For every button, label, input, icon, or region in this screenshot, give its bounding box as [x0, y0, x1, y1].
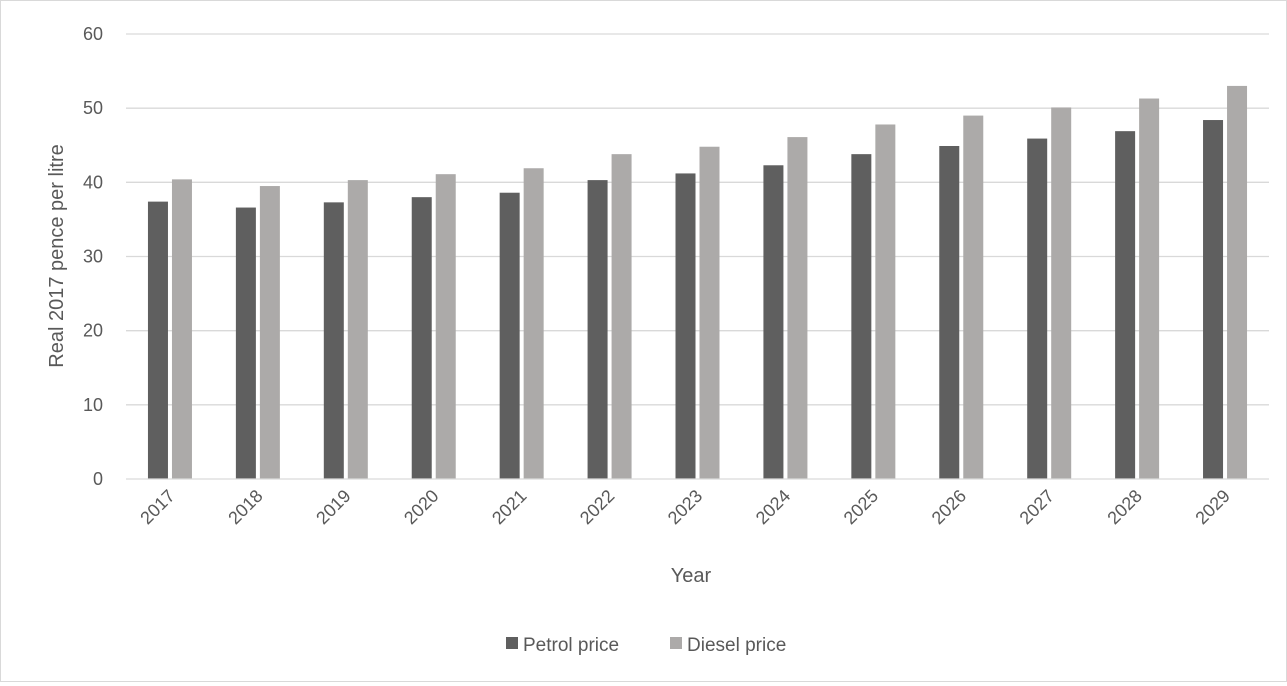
y-tick-label: 40 [83, 172, 103, 192]
bar-diesel-price [963, 115, 984, 479]
y-tick-label: 60 [83, 24, 103, 44]
bar-petrol-price [851, 154, 872, 479]
x-tick-label: 2020 [400, 486, 442, 528]
x-tick-label: 2024 [752, 486, 794, 528]
x-tick-label: 2028 [1103, 486, 1145, 528]
bar-petrol-price [587, 180, 608, 479]
y-tick-label: 30 [83, 247, 103, 267]
bar-petrol-price [411, 197, 432, 479]
bar-petrol-price [323, 202, 344, 479]
bar-diesel-price [171, 179, 192, 479]
legend-swatch [506, 637, 518, 649]
legend-swatch [670, 637, 682, 649]
y-axis-title: Real 2017 pence per litre [46, 144, 68, 367]
bar-petrol-price [147, 201, 168, 479]
y-tick-label: 0 [93, 469, 103, 489]
bar-diesel-price [435, 174, 456, 480]
bar-diesel-price [259, 186, 280, 479]
x-tick-label: 2029 [1191, 486, 1233, 528]
bar-petrol-price [939, 145, 960, 479]
legend: Petrol price Diesel price [506, 635, 786, 656]
bar-diesel-price [611, 154, 632, 479]
bar-petrol-price [1203, 120, 1224, 480]
x-tick-label: 2023 [664, 486, 706, 528]
bar-diesel-price [347, 180, 368, 479]
y-tick-label: 20 [83, 321, 103, 341]
bar-petrol-price [499, 192, 520, 479]
bar-diesel-price [1227, 85, 1248, 480]
x-tick-label: 2022 [576, 486, 618, 528]
bar-diesel-price [523, 168, 544, 479]
bar-diesel-price [787, 137, 808, 479]
bars [147, 85, 1248, 480]
gridlines [126, 33, 1269, 406]
x-tick-label: 2025 [840, 486, 882, 528]
y-tick-label: 50 [83, 98, 103, 118]
bar-diesel-price [699, 146, 720, 479]
bar-petrol-price [235, 207, 256, 480]
bar-petrol-price [763, 165, 784, 479]
x-axis-ticks: 2017 2018 2019 2020 2021 2022 2023 2024 2025 2026… [136, 486, 1234, 528]
x-tick-label: 2026 [928, 486, 970, 528]
bar-petrol-price [675, 173, 696, 479]
x-axis-title: Year [671, 565, 712, 587]
x-tick-label: 2017 [136, 486, 178, 528]
legend-label: Diesel price [687, 635, 786, 656]
legend-label: Petrol price [523, 635, 619, 656]
bar-petrol-price [1115, 131, 1136, 480]
bar-petrol-price [1027, 138, 1048, 479]
y-tick-label: 10 [83, 395, 103, 415]
x-tick-label: 2018 [224, 486, 266, 528]
x-tick-label: 2019 [312, 486, 354, 528]
x-tick-label: 2027 [1016, 486, 1058, 528]
bar-diesel-price [1139, 98, 1160, 480]
bar-diesel-price [875, 124, 896, 479]
x-tick-label: 2021 [488, 486, 530, 528]
y-axis-ticks: 0 10 20 30 40 50 60 [83, 24, 103, 489]
bar-diesel-price [1051, 107, 1072, 480]
